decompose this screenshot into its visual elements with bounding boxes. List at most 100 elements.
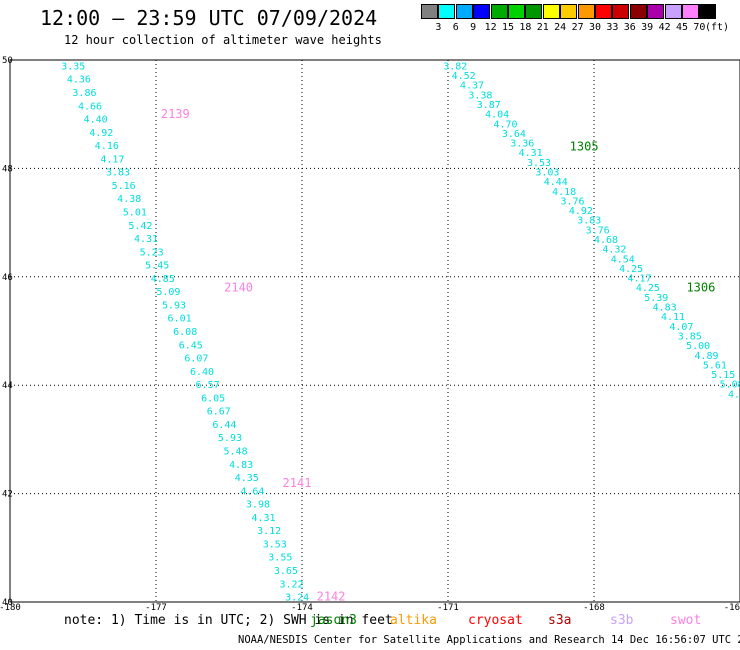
wave-height-map: 50 48 46 44 42 40-180 -177 -174 -171 -168 -16 3.35 4… (0, 56, 740, 610)
page-subtitle: 12 hour collection of altimeter wave hei… (64, 33, 382, 47)
orbit-number-label: 1305 (570, 140, 599, 154)
wave-height-value: 4.64 (240, 486, 264, 497)
wave-height-value: 4.32 (602, 245, 626, 256)
map-frame (9, 59, 740, 603)
mission-name: s3b (610, 613, 634, 628)
mission-name: jason3 (310, 613, 357, 628)
wave-height-value: 4.31 (252, 513, 276, 524)
wave-height-value: 4.85 (151, 274, 175, 285)
wave-height-value: 4.31 (519, 148, 543, 159)
mission-name: altika (390, 613, 437, 628)
legend-swatch (525, 4, 543, 19)
wave-height-value: 4.66 (78, 101, 102, 112)
wave-height-value: 4.17 (100, 154, 124, 165)
wave-height-value: 4.07 (669, 322, 693, 333)
wave-height-value: 5.15 (711, 370, 735, 381)
legend-swatch (647, 4, 665, 19)
legend-swatch (699, 4, 717, 19)
legend-label: 21 (536, 22, 549, 33)
legend-label: 36 (623, 22, 636, 33)
wave-height-value: 4.92 (569, 206, 593, 217)
wave-height-value: 6.08 (173, 327, 197, 338)
page-title: 12:00 — 23:59 UTC 07/09/2024 (40, 6, 378, 30)
wave-height-value: 5.42 (128, 221, 152, 232)
legend-label: 27 (571, 22, 584, 33)
wave-height-value: 5.16 (112, 181, 136, 192)
legend-swatch (473, 4, 491, 19)
wave-height-value: 3.12 (257, 526, 281, 537)
wave-height-value: 3.85 (678, 331, 702, 342)
lon-tick-label: -180 (0, 603, 21, 610)
orbit-number-label: 2140 (224, 281, 253, 295)
track-layer: 3.35 4.36 3.86 4.66 4.40 4.92 4.16 4.17 3.83 5.16… (61, 61, 740, 604)
wave-height-value: 4.38 (117, 194, 141, 205)
wave-height-value: 4.16 (95, 141, 119, 152)
lon-tick-label: -171 (437, 603, 459, 610)
wave-height-value: 4.44 (544, 177, 568, 188)
wave-height-value: 3.55 (268, 553, 292, 564)
lat-tick-label: 46 (2, 273, 13, 283)
legend-swatch (682, 4, 699, 19)
mission-legend: jason3 altika cryosat s3a s3b swot (0, 613, 740, 629)
wave-height-value: 6.45 (179, 340, 203, 351)
wave-height-value: 3.76 (560, 196, 584, 207)
orbit-number-label: 2141 (283, 476, 312, 490)
lat-tick-label: 48 (2, 164, 13, 174)
orbit-number-label: 1306 (686, 281, 715, 295)
wave-height-value: 4.92 (89, 128, 113, 139)
lat-tick-label: 42 (2, 490, 13, 500)
wave-height-value: 4.25 (636, 283, 660, 294)
wave-height-value: 4.89 (694, 351, 718, 362)
wave-height-value: 4.18 (552, 187, 576, 198)
legend-swatch (577, 4, 595, 19)
wave-height-value: 4.31 (134, 234, 158, 245)
legend-swatch (612, 4, 630, 19)
legend-label: 33 (606, 22, 619, 33)
wave-height-value: 3.82 (443, 61, 467, 72)
wave-height-value: 4.36 (67, 75, 91, 86)
legend-label: 12 (484, 22, 497, 33)
footer-credit: NOAA/NESDIS Center for Satellite Applica… (238, 634, 740, 646)
wave-height-value: 5.01 (123, 207, 147, 218)
wave-height-value: 3.35 (61, 61, 85, 72)
wave-height-value: 5.09 (156, 287, 180, 298)
lat-tick-label: 40 (2, 598, 13, 608)
wave-height-value: 3.03 (535, 168, 559, 179)
orbit-number-label: 2142 (317, 590, 346, 604)
wave-height-value: 3.24 (285, 593, 309, 604)
mission-name: swot (670, 613, 702, 628)
legend-swatch (560, 4, 578, 19)
legend-label: 30 (588, 22, 602, 33)
lat-tick-label: 44 (2, 381, 13, 391)
wave-height-value: 5.23 (140, 247, 164, 258)
legend-swatch (629, 4, 647, 19)
wave-height-value: 4.52 (452, 71, 476, 82)
wave-height-value: 3.87 (477, 100, 501, 111)
wave-height-value: 5.93 (218, 433, 242, 444)
wave-height-value: 3.53 (263, 539, 287, 550)
wave-height-value: 6.05 (201, 393, 225, 404)
wave-height-value: 3.38 (468, 90, 492, 101)
lon-tick-label: -177 (145, 603, 167, 610)
legend-swatch (421, 4, 438, 19)
wave-height-value: 6.67 (207, 407, 231, 418)
wave-height-value: 6.07 (184, 354, 208, 365)
legend-label: 45 (675, 22, 689, 33)
wave-height-value: 3.83 (106, 168, 130, 179)
wave-height-value: 5.45 (145, 261, 169, 272)
wave-height-value: 4.40 (84, 115, 108, 126)
wave-height-value: 3.64 (502, 129, 526, 140)
legend-swatch (508, 4, 525, 19)
wave-height-value: 4.04 (485, 110, 509, 121)
wave-height-value: 3.83 (577, 216, 601, 227)
legend-label: 39 (641, 22, 654, 33)
legend-label: 15 (501, 22, 515, 33)
wave-height-value: 5.00 (686, 341, 710, 352)
mission-name: cryosat (468, 613, 523, 628)
legend-label: 70 (693, 22, 706, 33)
legend-label: 3 (435, 22, 442, 33)
wave-height-value: 4.70 (493, 119, 517, 130)
wave-height-value: 3.76 (586, 225, 610, 236)
wave-height-value: 4.83 (229, 460, 253, 471)
legend-label: 9 (470, 22, 477, 33)
